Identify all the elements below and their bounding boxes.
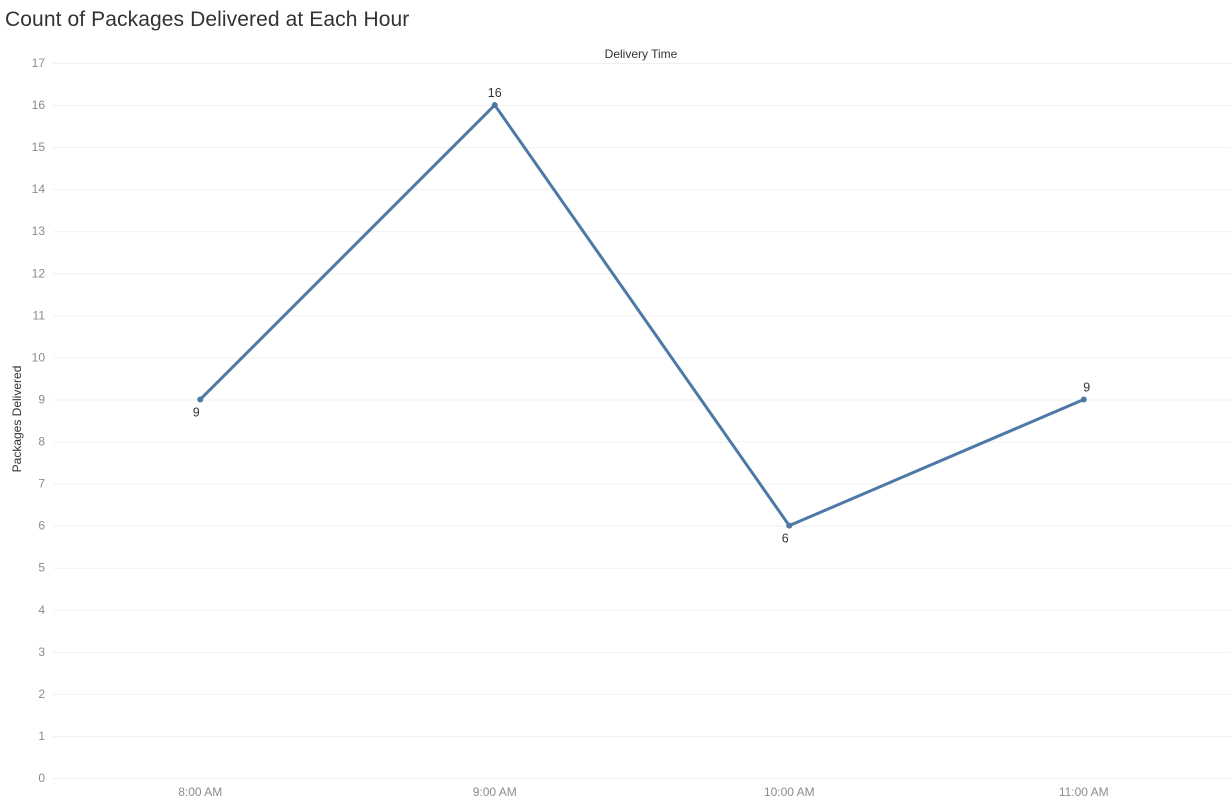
y-tick-label: 11 bbox=[33, 308, 46, 322]
y-tick-label: 2 bbox=[38, 687, 45, 701]
data-labels: 9 16 6 9 bbox=[193, 86, 1091, 546]
y-tick-label: 9 bbox=[38, 392, 45, 406]
y-tick-label: 13 bbox=[32, 224, 46, 238]
y-tick-label: 16 bbox=[32, 98, 46, 112]
y-tick-label: 8 bbox=[38, 435, 45, 449]
data-point[interactable] bbox=[197, 396, 204, 403]
y-tick-label: 6 bbox=[38, 519, 45, 533]
data-point[interactable] bbox=[1080, 396, 1087, 403]
y-tick-label: 7 bbox=[38, 477, 45, 491]
y-tick-label: 1 bbox=[38, 729, 45, 743]
y-tick-label: 15 bbox=[32, 140, 46, 154]
x-tick-label: 10:00 AM bbox=[764, 785, 815, 799]
series-line bbox=[198, 103, 1086, 528]
data-label: 6 bbox=[782, 532, 789, 546]
series bbox=[197, 102, 1087, 529]
data-label: 9 bbox=[1083, 380, 1090, 394]
y-axis-label: Packages Delivered bbox=[10, 366, 24, 473]
x-axis-ticks: 8:00 AM 9:00 AM 10:00 AM 11:00 AM bbox=[178, 785, 1108, 799]
x-tick-label: 11:00 AM bbox=[1059, 785, 1109, 799]
y-tick-label: 14 bbox=[32, 182, 46, 196]
data-point[interactable] bbox=[491, 102, 498, 109]
x-tick-label: 9:00 AM bbox=[473, 785, 517, 799]
y-tick-label: 5 bbox=[38, 561, 45, 575]
chart-title: Count of Packages Delivered at Each Hour bbox=[5, 8, 410, 31]
y-tick-label: 10 bbox=[32, 350, 46, 364]
x-tick-label: 8:00 AM bbox=[178, 785, 222, 799]
grid-lines bbox=[53, 63, 1231, 779]
y-tick-label: 3 bbox=[38, 645, 45, 659]
data-label: 16 bbox=[488, 86, 502, 100]
y-tick-label: 0 bbox=[38, 771, 45, 785]
y-tick-label: 12 bbox=[32, 266, 46, 280]
y-tick-label: 4 bbox=[38, 603, 45, 617]
y-tick-label: 17 bbox=[32, 56, 46, 70]
x-axis-header: Delivery Time bbox=[605, 47, 678, 61]
data-label: 9 bbox=[193, 405, 200, 419]
data-point[interactable] bbox=[786, 522, 793, 529]
